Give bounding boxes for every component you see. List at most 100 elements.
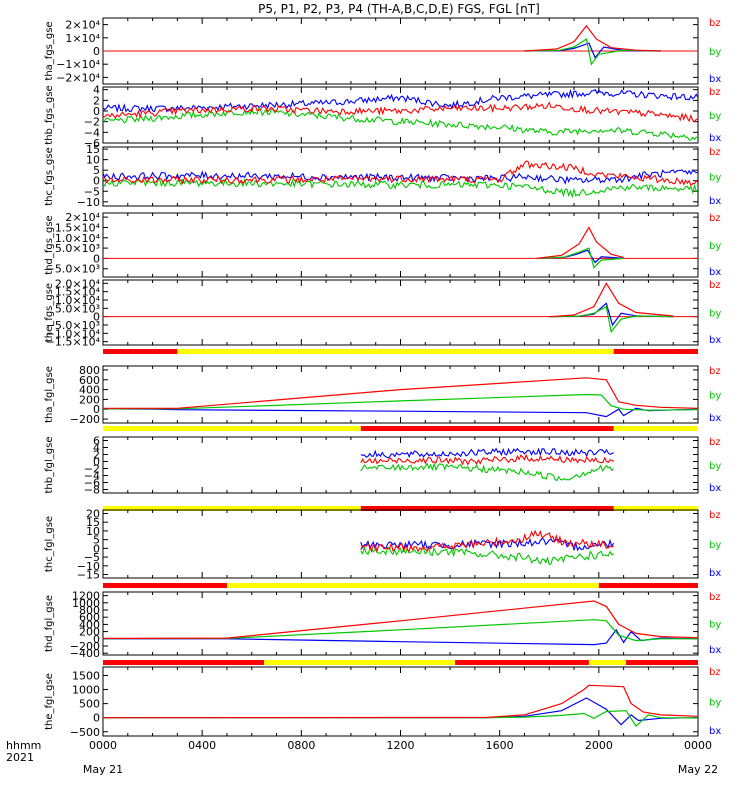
mode-bar-segment-red xyxy=(598,583,698,588)
legend-bx: bx xyxy=(709,196,721,207)
y-tick-label: 1.5×10⁴ xyxy=(55,286,101,299)
y-tick-label: 2×10⁴ xyxy=(65,211,100,224)
series-line-by xyxy=(360,462,615,482)
y-tick-label: 5 xyxy=(93,534,100,547)
y-tick-label: 1.0×10⁴ xyxy=(55,294,101,307)
y-tick-label: 0 xyxy=(93,175,100,188)
y-tick-label: −5 xyxy=(84,551,100,564)
y-axis-label: thd_fgs_gse xyxy=(44,215,55,274)
figure-title: P5, P1, P2, P3, P4 (TH-A,B,C,D,E) FGS, F… xyxy=(258,2,540,16)
y-tick-label: −2 xyxy=(84,463,100,476)
y-tick-label: −4 xyxy=(84,126,100,139)
legend-bz: bz xyxy=(709,592,721,603)
legend-bz: bz xyxy=(709,667,721,678)
y-tick-label: 1000 xyxy=(72,684,100,697)
mode-bar-segment-yellow xyxy=(613,426,698,431)
y-tick-label: 0 xyxy=(93,403,100,416)
y-tick-label: 10 xyxy=(86,525,100,538)
y-tick-label: 400 xyxy=(79,618,100,631)
time-tick-label: 0800 xyxy=(287,739,315,752)
mode-bar-segment-yellow xyxy=(588,660,627,665)
legend-by: by xyxy=(709,47,721,58)
series-line-bz xyxy=(103,160,698,187)
mode-bar-segment-red xyxy=(613,349,698,354)
series-line-bx xyxy=(103,407,698,418)
y-tick-label: 1000 xyxy=(72,597,100,610)
y-tick-label: −1.5×10⁴ xyxy=(46,336,101,349)
legend-bz: bz xyxy=(709,147,721,158)
series-line-by xyxy=(103,619,698,642)
mode-bar-segment-red xyxy=(360,426,614,431)
legend-bz: bz xyxy=(709,437,721,448)
legend-bx: bx xyxy=(709,568,721,579)
y-tick-label: 0 xyxy=(93,45,100,58)
mode-bar-segment-yellow xyxy=(264,660,456,665)
y-tick-label: 0 xyxy=(93,311,100,324)
y-tick-label: 20 xyxy=(86,507,100,520)
y-tick-label: 800 xyxy=(79,364,100,377)
y-tick-label: −2×10⁴ xyxy=(56,71,100,84)
y-tick-label: −1×10⁴ xyxy=(56,58,100,71)
legend-bx: bx xyxy=(709,483,721,494)
y-tick-label: 15 xyxy=(86,143,100,156)
legend-bz: bz xyxy=(709,366,721,377)
start-date-label: May 21 xyxy=(83,763,123,776)
legend-by: by xyxy=(709,241,721,252)
legend-bx: bx xyxy=(709,645,721,656)
y-tick-label: 15 xyxy=(86,516,100,529)
time-tick-label: 0000 xyxy=(684,739,712,752)
legend-bx: bx xyxy=(709,267,721,278)
y-tick-label: 0 xyxy=(93,542,100,555)
mode-bar-segment-red xyxy=(103,660,265,665)
y-tick-label: 1×10⁴ xyxy=(65,32,100,45)
legend-by: by xyxy=(709,698,721,709)
y-tick-label: −10 xyxy=(77,560,100,573)
mode-bar-segment-red xyxy=(103,349,178,354)
series-line-bz xyxy=(536,226,624,259)
y-tick-label: 600 xyxy=(79,611,100,624)
series-line-bz xyxy=(360,453,615,466)
legend-bx: bx xyxy=(709,726,721,737)
legend-bz: bz xyxy=(709,213,721,224)
plot-frame xyxy=(102,436,699,494)
mode-bar-segment-yellow xyxy=(613,506,698,511)
y-tick-label: 600 xyxy=(79,374,100,387)
y-tick-label: −200 xyxy=(70,413,100,426)
y-tick-label: −5 xyxy=(84,185,100,198)
series-line-bx xyxy=(103,628,698,646)
series-line-bz xyxy=(360,529,614,554)
y-tick-label: −6 xyxy=(84,477,100,490)
series-line-by xyxy=(549,305,674,334)
legend-bx: bx xyxy=(709,74,721,85)
y-tick-label: 2×10⁴ xyxy=(65,19,100,32)
mode-bar-segment-red xyxy=(360,506,614,511)
series-line-bx xyxy=(360,447,614,459)
y-axis-label: tha_fgl_gse xyxy=(44,366,55,423)
legend-bz: bz xyxy=(709,280,721,291)
legend-by: by xyxy=(709,461,721,472)
panel-thb_fgs_gse: 420−2−4−6 thb_fgs_gse bz by bx xyxy=(44,84,721,150)
time-row-label: hhmm xyxy=(6,739,41,752)
end-date-label: May 22 xyxy=(678,763,718,776)
legend-bx: bx xyxy=(709,133,721,144)
y-tick-label: 0 xyxy=(93,252,100,265)
series-line-bz xyxy=(103,101,698,123)
mode-bar-segment-red xyxy=(626,660,698,665)
y-axis-label: tha_fgs_gse xyxy=(44,21,55,80)
y-tick-label: 5.0×10³ xyxy=(55,242,100,255)
y-tick-label: −400 xyxy=(70,647,100,660)
time-tick-label: 1600 xyxy=(486,739,514,752)
year-label: 2021 xyxy=(6,751,34,764)
series-line-by xyxy=(524,38,661,66)
y-tick-label: −15 xyxy=(77,569,100,582)
y-tick-label: 5.0×10³ xyxy=(55,302,100,315)
mode-bar-segment-yellow xyxy=(103,506,361,511)
mode-bar-segment-red xyxy=(455,660,589,665)
series-line-bz xyxy=(103,684,698,719)
